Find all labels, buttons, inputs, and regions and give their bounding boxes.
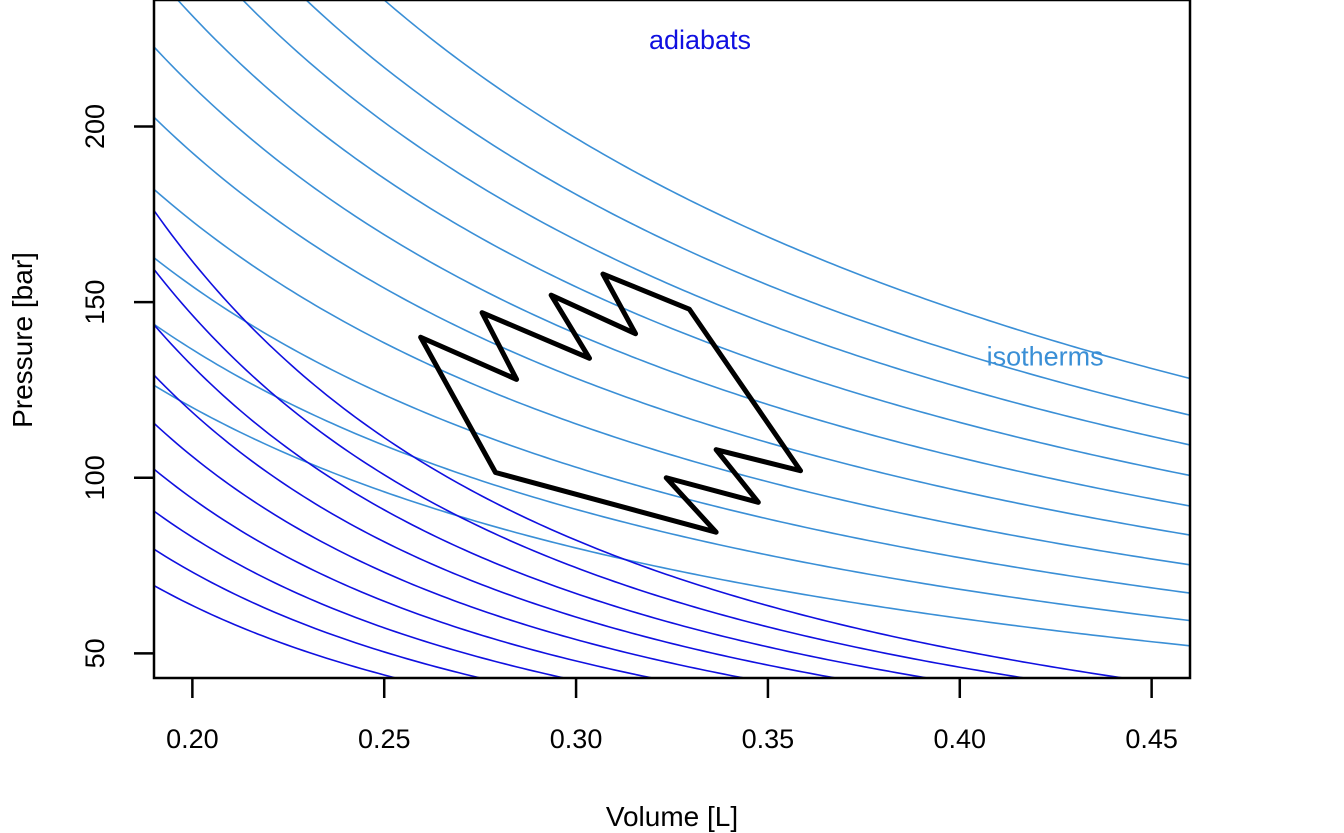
x-tick-label: 0.25 (358, 724, 411, 754)
isotherm-curves (154, 0, 1190, 647)
x-tick-label: 0.35 (742, 724, 795, 754)
y-axis-title: Pressure [bar] (7, 252, 38, 428)
x-axis-title: Volume [L] (606, 801, 738, 832)
y-tick-label: 50 (80, 638, 110, 668)
y-tick-label: 100 (80, 455, 110, 500)
x-axis: 0.20 0.25 0.30 0.35 0.40 0.45 (166, 678, 1178, 754)
adiabats-label: adiabats (649, 25, 751, 55)
isotherm-line-8 (241, 0, 1190, 446)
x-tick-label: 0.40 (933, 724, 986, 754)
isotherm-line-3 (154, 257, 1190, 594)
y-tick-label: 150 (80, 280, 110, 325)
thermodynamic-cycle (418, 271, 804, 535)
x-tick-label: 0.45 (1125, 724, 1178, 754)
adiabat-line-5 (154, 422, 749, 678)
y-tick-label: 200 (80, 104, 110, 149)
adiabat-line-9 (154, 210, 1129, 678)
adiabat-line-6 (154, 374, 841, 678)
adiabat-line-4 (154, 468, 657, 678)
isotherm-line-10 (383, 0, 1190, 380)
isotherm-line-6 (154, 46, 1190, 507)
isotherms-label: isotherms (987, 341, 1104, 371)
adiabat-line-2 (154, 548, 484, 678)
isotherm-line-4 (154, 188, 1190, 566)
y-axis: 50 100 150 200 (80, 104, 154, 668)
plot-frame (152, 0, 1192, 680)
adiabat-line-3 (154, 510, 568, 678)
isotherm-line-9 (305, 0, 1190, 416)
annotations: adiabats isotherms (649, 25, 1104, 371)
isotherm-line-5 (154, 116, 1190, 536)
isotherm-line-1 (154, 384, 1190, 647)
adiabat-line-7 (154, 324, 933, 678)
isotherm-line-2 (154, 323, 1190, 622)
isotherm-line-7 (176, 0, 1190, 477)
adiabat-line-1 (154, 584, 399, 678)
x-tick-label: 0.20 (166, 724, 219, 754)
adiabat-curves (154, 210, 1129, 678)
cycle-path (418, 271, 804, 535)
x-tick-label: 0.30 (550, 724, 603, 754)
